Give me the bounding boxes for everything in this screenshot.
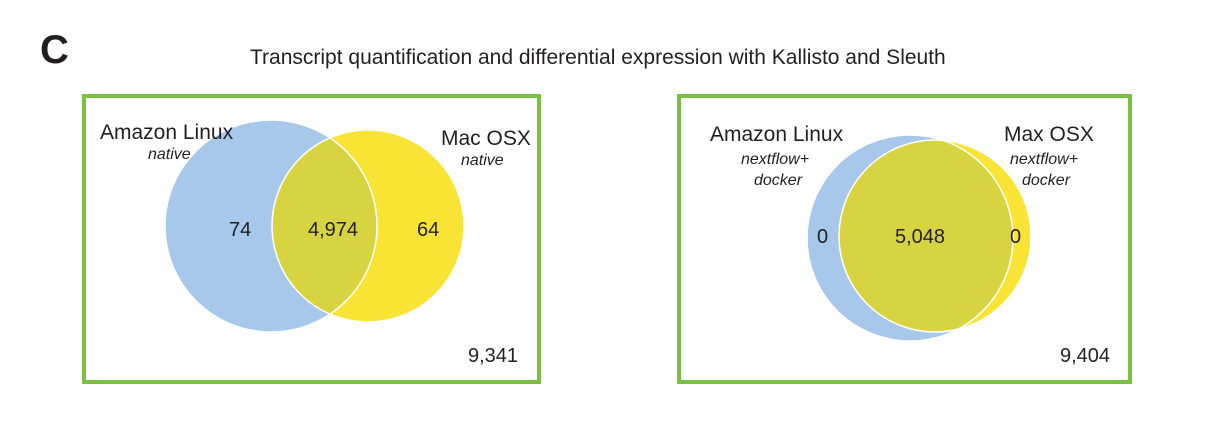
right-set-name-2: Max OSX bbox=[1004, 123, 1094, 146]
total-count-2: 9,404 bbox=[1060, 345, 1110, 367]
left-unique-count: 74 bbox=[229, 219, 251, 241]
overlap-region bbox=[272, 130, 377, 322]
total-count: 9,341 bbox=[468, 345, 518, 367]
left-set-sublabel: native bbox=[148, 146, 191, 163]
right-unique-count: 64 bbox=[417, 219, 439, 241]
right-set-name: Mac OSX bbox=[441, 127, 531, 150]
right-unique-count-2: 0 bbox=[1010, 226, 1021, 248]
intersection-count-2: 5,048 bbox=[895, 226, 945, 248]
left-circle-outline bbox=[164, 119, 378, 333]
left-circle-outline-2 bbox=[806, 134, 1014, 342]
left-unique-count-2: 0 bbox=[817, 226, 828, 248]
right-set-sublabel: native bbox=[461, 152, 504, 169]
panel-letter: C bbox=[40, 28, 69, 72]
overlap-region-2 bbox=[839, 140, 1013, 332]
left-set-sublabel-line1: nextflow+ bbox=[741, 151, 809, 168]
intersection-count: 4,974 bbox=[308, 219, 358, 241]
right-circle-outline bbox=[271, 129, 465, 323]
left-set-sublabel-line2: docker bbox=[754, 172, 803, 189]
figure-title: Transcript quantification and differenti… bbox=[250, 46, 946, 69]
right-circle-outline-2 bbox=[838, 139, 1032, 333]
left-set-name-2: Amazon Linux bbox=[710, 123, 844, 146]
right-set-sublabel-line2: docker bbox=[1022, 172, 1071, 189]
left-set-name: Amazon Linux bbox=[100, 121, 234, 144]
right-set-sublabel-line1: nextflow+ bbox=[1010, 151, 1078, 168]
